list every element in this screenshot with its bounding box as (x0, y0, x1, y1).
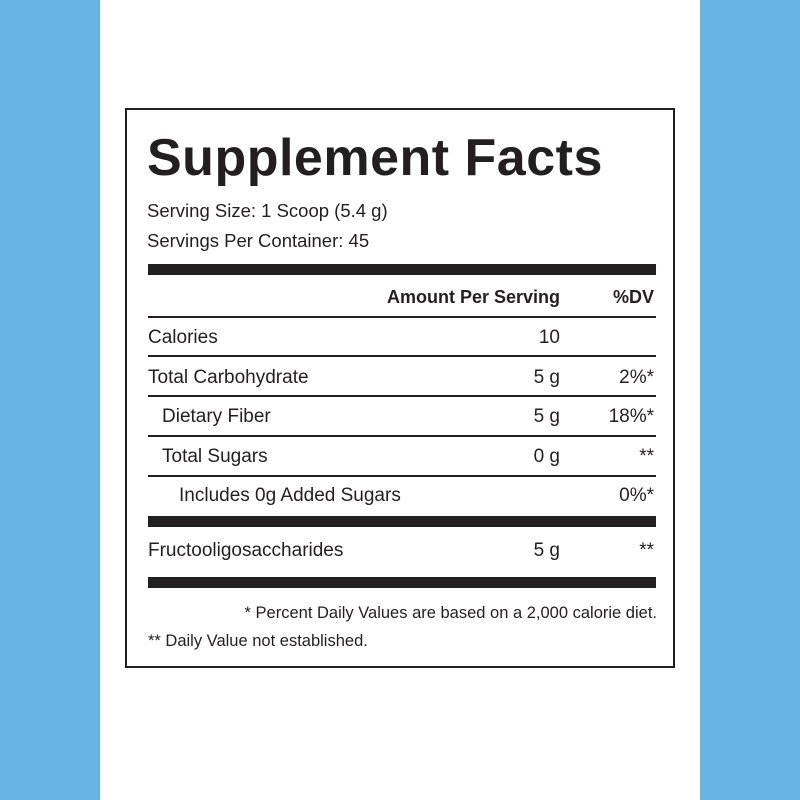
serving-size: Serving Size: 1 Scoop (5.4 g) (147, 200, 388, 221)
header-dv: %DV (612, 287, 654, 307)
nutrient-name: Fructooligosaccharides (148, 540, 344, 561)
supplement-facts-label: Supplement Facts Serving Size: 1 Scoop (… (125, 108, 675, 668)
divider (148, 355, 656, 357)
footnote-not-established: ** Daily Value not established. (148, 632, 368, 650)
nutrient-dv: ** (639, 540, 654, 561)
nutrient-name: Dietary Fiber (162, 406, 271, 427)
nutrient-amount: 5 g (533, 367, 560, 388)
nutrient-name: Total Carbohydrate (148, 367, 309, 388)
nutrient-dv: 2%* (619, 367, 654, 388)
table-row: Fructooligosaccharides 5 g ** (148, 540, 656, 561)
divider (148, 435, 656, 437)
left-blue-band (0, 0, 100, 800)
nutrient-dv: ** (639, 446, 654, 467)
servings-per-container: Servings Per Container: 45 (147, 230, 370, 251)
nutrient-dv: 0%* (619, 485, 654, 506)
divider-thick (148, 577, 656, 588)
nutrient-name: Calories (148, 327, 218, 348)
nutrient-name: Includes 0g Added Sugars (179, 485, 401, 506)
divider-thick (148, 516, 656, 527)
divider (148, 395, 656, 397)
nutrient-amount: 10 (538, 327, 560, 348)
divider (148, 316, 656, 318)
divider (148, 475, 656, 477)
nutrient-amount: 5 g (533, 540, 560, 561)
header-row: Amount Per Serving %DV (148, 287, 656, 307)
table-row: Includes 0g Added Sugars 0%* (148, 485, 656, 506)
label-title: Supplement Facts (147, 129, 603, 187)
right-blue-band (700, 0, 800, 800)
footnote-dv: * Percent Daily Values are based on a 2,… (244, 604, 657, 622)
nutrient-name: Total Sugars (162, 446, 268, 467)
table-row: Calories 10 (148, 327, 656, 348)
nutrient-amount: 0 g (533, 446, 560, 467)
nutrient-amount: 5 g (533, 406, 560, 427)
header-amount: Amount Per Serving (386, 287, 560, 307)
table-row: Total Sugars 0 g ** (148, 446, 656, 467)
table-row: Dietary Fiber 5 g 18%* (148, 406, 656, 427)
nutrient-dv: 18%* (608, 406, 654, 427)
table-row: Total Carbohydrate 5 g 2%* (148, 367, 656, 388)
divider-thick (148, 264, 656, 275)
